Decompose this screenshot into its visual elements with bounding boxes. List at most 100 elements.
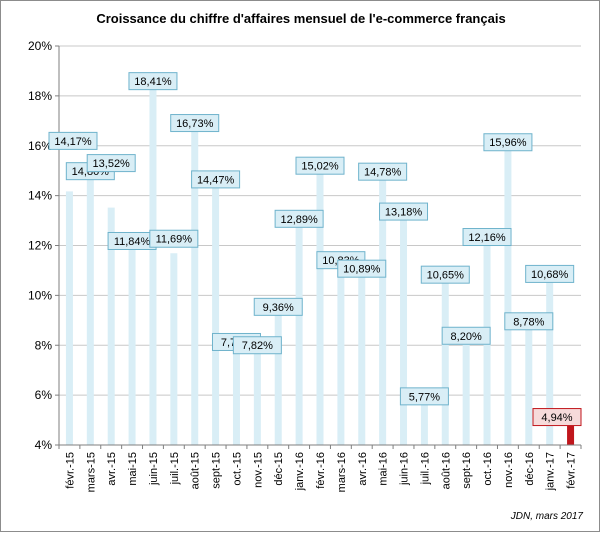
bar [149,85,157,445]
x-tick-label: juin-16 [399,452,411,486]
bar [567,421,575,445]
data-label: 4,94% [541,412,572,424]
data-label: 12,16% [468,232,506,244]
data-label: 10,68% [531,269,569,281]
data-label-box [295,156,345,175]
x-tick-label: oct.-15 [231,452,243,486]
bar [358,273,366,445]
source-credit: JDN, mars 2017 [510,511,584,522]
data-label: 10,89% [343,264,381,276]
data-label-box [532,408,582,427]
x-tick-label: déc-16 [524,452,536,486]
x-tick-label: nov.-15 [252,452,264,488]
data-label: 8,78% [513,316,544,328]
x-tick-label: nov.-16 [503,452,515,488]
x-tick-label: déc-15 [273,452,285,486]
bar [170,253,178,445]
bar [379,176,387,445]
data-label: 14,78% [364,167,402,179]
data-label-box [504,312,554,331]
data-label-box [149,229,199,248]
data-label: 15,96% [489,137,527,149]
data-label-box [483,133,533,152]
y-tick-label: 8% [35,338,53,352]
y-axis: 4% 6% 8% 10% 12% 14% 16% 18% 20% [28,39,60,452]
data-label: 16,73% [176,118,214,130]
data-label-box [191,170,241,189]
chart-title: Croissance du chiffre d'affaires mensuel… [96,11,505,26]
data-label-box [399,387,449,406]
x-tick-label: août-15 [190,452,202,489]
y-tick-label: 4% [35,438,53,452]
data-label: 5,77% [409,391,440,403]
x-tick-label: juil.-16 [419,452,431,485]
data-label: 14,47% [197,174,235,186]
data-label: 10,65% [427,270,465,282]
x-tick-label: janv.-16 [294,452,306,491]
bar [274,311,282,445]
x-tick-label: févr.-16 [315,452,327,489]
data-label: 12,89% [280,214,318,226]
x-tick-label: sept-16 [461,452,473,489]
bar [65,191,73,445]
x-tick-label: avr.-16 [357,452,369,486]
data-labels: 14,17%14,80%13,52%11,84%18,41%11,69%16,7… [48,72,582,427]
y-tick-label: 18% [28,89,52,103]
bar [525,325,533,445]
x-tick-label: janv.-17 [545,452,557,491]
bar [128,249,136,445]
data-label: 13,18% [385,207,423,219]
x-tick-label: mai-15 [127,452,139,486]
data-label: 14,17% [54,136,92,148]
bars [65,85,575,446]
data-label-box [441,326,491,345]
data-label: 11,84% [114,236,151,248]
data-label: 13,52% [93,158,131,170]
x-tick-label: mars-15 [85,452,97,492]
data-label: 7,82% [242,340,273,352]
data-label: 8,20% [451,331,482,343]
x-tick-label: févr.-17 [566,452,578,489]
y-tick-label: 16% [28,139,52,153]
data-label: 15,02% [301,161,339,173]
bar [316,170,324,445]
bar [253,349,261,445]
bar [400,216,408,445]
bar [337,274,345,445]
x-axis: févr.-15 mars-15 avr.-15 mai-15 juin-15 juil.… [58,444,582,492]
x-tick-label: sept-15 [211,452,223,489]
y-tick-label: 6% [35,388,53,402]
data-label-box [379,202,429,221]
y-tick-label: 10% [28,288,52,302]
data-label-box [232,336,282,355]
bar [107,207,115,445]
x-tick-label: avr.-15 [106,452,118,486]
bar [191,127,199,445]
x-tick-label: mai-16 [378,452,390,486]
x-tick-label: août-16 [440,452,452,489]
data-label: 9,36% [263,302,294,314]
bar [232,352,240,445]
data-label: 11,69% [156,234,193,246]
x-tick-label: juil.-15 [169,452,181,485]
bar [212,183,220,446]
x-tick-label: mars-16 [336,452,348,492]
data-label-box [420,265,470,284]
data-label-box [86,154,136,173]
x-tick-label: juin-15 [148,452,160,486]
bar [462,340,470,445]
y-tick-label: 20% [28,39,52,53]
data-label-box [48,131,98,150]
bar [546,278,554,445]
x-tick-label: oct.-16 [482,452,494,486]
bar [86,175,94,446]
data-label-box [462,228,512,247]
x-tick-label: févr.-15 [64,452,76,489]
y-tick-label: 12% [28,239,52,253]
data-label-box [170,114,220,133]
data-label-box [337,259,387,278]
data-label-box [253,297,303,316]
data-label-box [358,162,408,181]
